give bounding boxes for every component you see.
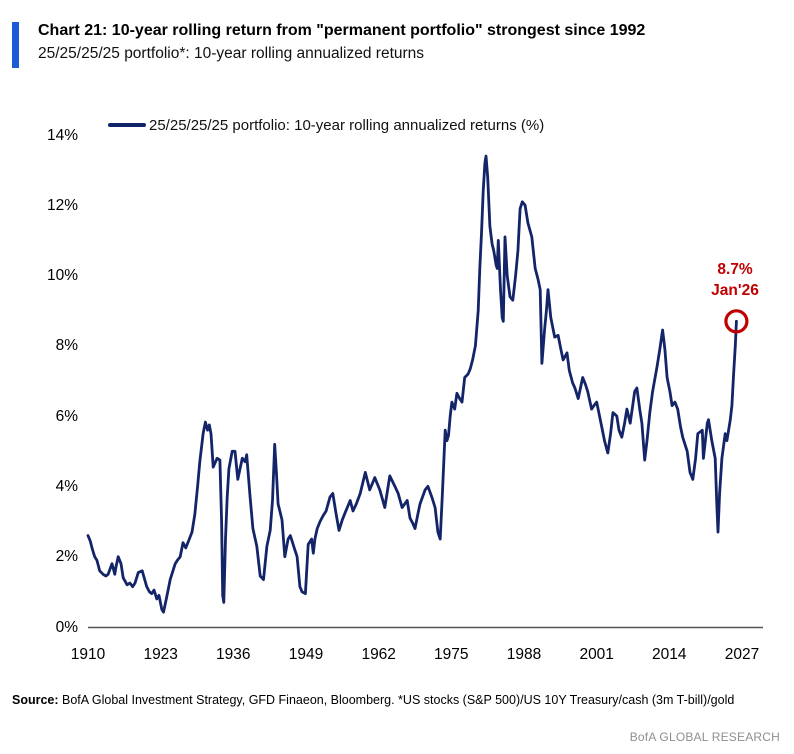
source-text: BofA Global Investment Strategy, GFD Fin… — [58, 693, 735, 707]
end-annotation-value: 8.7% — [717, 261, 753, 278]
y-tick-label: 2% — [55, 548, 78, 566]
brand-text: BofA GLOBAL RESEARCH — [629, 730, 780, 744]
x-tick-label: 1962 — [361, 646, 396, 663]
y-tick-label: 10% — [46, 267, 78, 285]
chart-subtitle: 25/25/25/25 portfolio*: 10-year rolling … — [38, 45, 425, 62]
legend-line-swatch — [108, 123, 146, 127]
y-tick-label: 6% — [55, 407, 78, 425]
end-annotation: 8.7% Jan'26 — [711, 259, 759, 301]
endpoint-circle-marker — [724, 309, 749, 334]
x-tick-label: 2001 — [579, 646, 614, 663]
legend-label: 25/25/25/25 portfolio: 10-year rolling a… — [149, 116, 545, 134]
y-tick-label: 14% — [46, 126, 78, 144]
x-tick-label: 2027 — [724, 646, 760, 663]
source-label: Source: — [12, 693, 59, 707]
end-annotation-date: Jan'26 — [711, 282, 759, 299]
chart-title: Chart 21: 10-year rolling return from "p… — [38, 22, 646, 39]
x-tick-label: 1936 — [216, 646, 251, 663]
y-tick-label: 8% — [55, 337, 78, 355]
series-line — [86, 154, 738, 614]
x-tick-label: 2014 — [652, 646, 687, 663]
y-tick-label: 0% — [55, 618, 78, 636]
source-note: Source: BofA Global Investment Strategy,… — [12, 690, 762, 710]
x-tick-label: 1975 — [434, 646, 469, 663]
y-tick-label: 12% — [46, 196, 78, 214]
x-tick-label: 1923 — [143, 646, 178, 663]
x-tick-label: 1910 — [70, 646, 106, 663]
y-tick-label: 4% — [55, 477, 78, 495]
x-tick-label: 1988 — [506, 646, 542, 663]
title-accent-bar — [12, 22, 19, 68]
x-tick-label: 1949 — [288, 646, 324, 663]
legend: 25/25/25/25 portfolio: 10-year rolling a… — [108, 116, 544, 134]
